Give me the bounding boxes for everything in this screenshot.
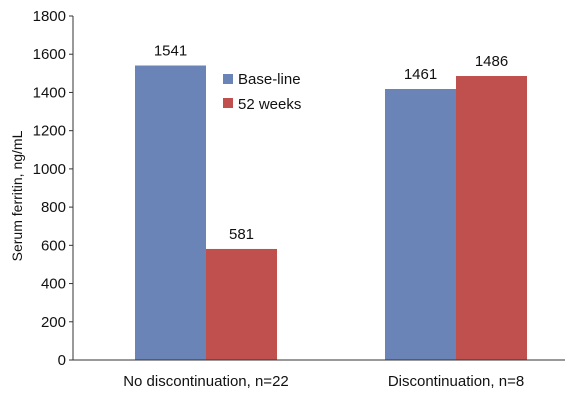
y-tick-label: 1200: [33, 123, 66, 140]
x-category-label: Discontinuation, n=8: [388, 373, 524, 390]
x-axis-labels: No discontinuation, n=22 Discontinuation,…: [123, 373, 524, 390]
legend-swatch-baseline: [223, 74, 233, 84]
y-tick-label: 1000: [33, 161, 66, 178]
y-axis-title: Serum ferritin, ng/mL: [9, 130, 25, 261]
data-label: 1461: [404, 66, 437, 83]
data-labels: 1541 1461 581 1486: [154, 42, 508, 242]
data-label: 581: [229, 226, 254, 243]
bars: [135, 65, 527, 361]
y-axis-ticks: 0 200 400 600 800 1000 1200 1400 1600 1800: [33, 8, 73, 369]
y-tick-label: 1800: [33, 8, 66, 25]
y-tick-label: 400: [41, 276, 66, 293]
legend: Base-line 52 weeks: [223, 71, 301, 113]
y-tick-label: 1400: [33, 84, 66, 101]
y-tick-label: 800: [41, 199, 66, 216]
bar-baseline: [385, 89, 456, 360]
legend-label-baseline: Base-line: [238, 71, 301, 88]
data-label: 1541: [154, 42, 187, 59]
bar-baseline: [135, 65, 206, 361]
y-tick-label: 1600: [33, 46, 66, 63]
y-tick-label: 0: [58, 352, 66, 369]
data-label: 1486: [475, 53, 508, 70]
axes: [72, 16, 565, 361]
legend-label-52-weeks: 52 weeks: [238, 96, 301, 113]
bar-52-weeks: [456, 76, 527, 361]
bar-52-weeks: [206, 248, 277, 360]
y-tick-label: 200: [41, 314, 66, 331]
x-category-label: No discontinuation, n=22: [123, 373, 289, 390]
y-tick-label: 600: [41, 237, 66, 254]
legend-swatch-52-weeks: [223, 98, 233, 108]
